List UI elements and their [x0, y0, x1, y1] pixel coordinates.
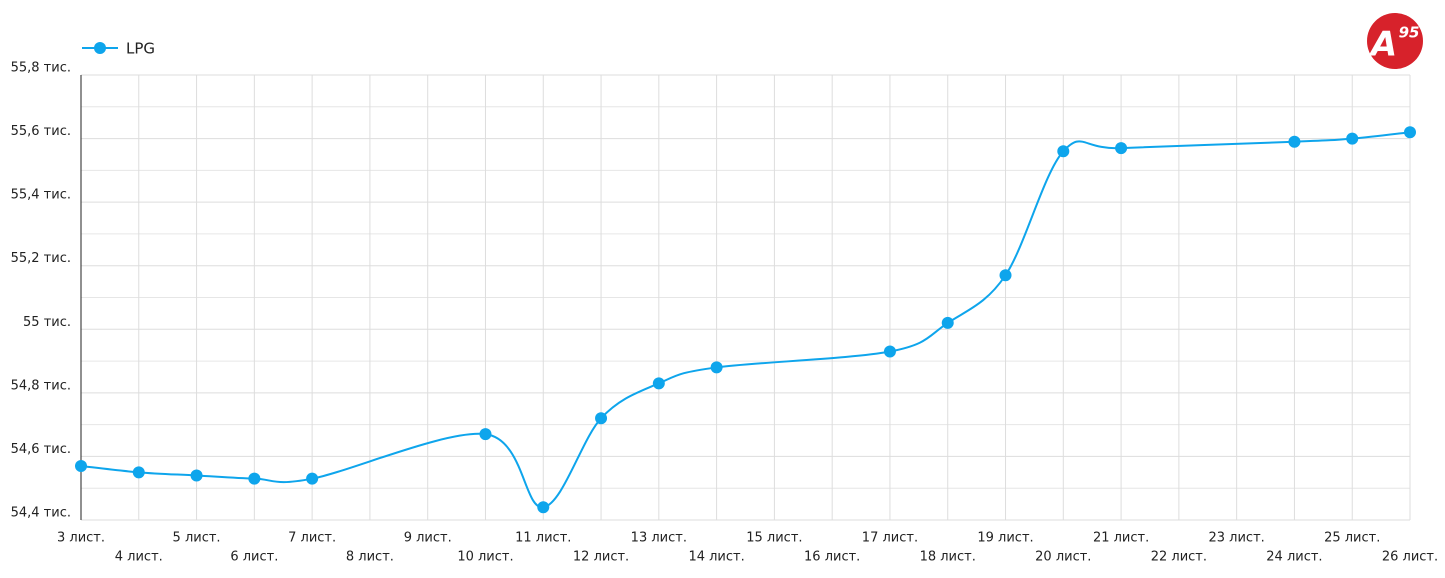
- x-tick-label: 23 лист.: [1209, 531, 1265, 546]
- data-point: [248, 472, 261, 485]
- x-tick-label: 16 лист.: [804, 550, 860, 565]
- data-point: [883, 345, 896, 358]
- data-point: [479, 428, 492, 441]
- y-tick-label: 55 тис.: [23, 315, 71, 330]
- data-point: [306, 472, 319, 485]
- y-tick-label: 55,6 тис.: [11, 124, 71, 139]
- x-tick-label: 22 лист.: [1151, 550, 1207, 565]
- logo-circle: [1367, 13, 1423, 69]
- x-tick-label: 17 лист.: [862, 531, 918, 546]
- logo: A 95: [1367, 13, 1423, 69]
- x-tick-label: 7 лист.: [288, 531, 336, 546]
- data-point: [132, 466, 145, 479]
- data-point: [652, 377, 665, 390]
- x-tick-label: 21 лист.: [1093, 531, 1149, 546]
- x-tick-label: 14 лист.: [688, 550, 744, 565]
- legend-marker: [94, 42, 106, 54]
- x-tick-label: 3 лист.: [57, 531, 105, 546]
- y-tick-label: 54,4 тис.: [11, 506, 71, 521]
- data-point: [537, 501, 550, 514]
- x-tick-label: 5 лист.: [173, 531, 221, 546]
- data-point: [75, 459, 87, 472]
- data-point: [1115, 142, 1128, 155]
- x-tick-label: 13 лист.: [631, 531, 687, 546]
- x-tick-label: 18 лист.: [920, 550, 976, 565]
- x-tick-label: 9 лист.: [404, 531, 452, 546]
- data-point: [1288, 135, 1301, 148]
- x-tick-label: 12 лист.: [573, 550, 629, 565]
- x-tick-label: 10 лист.: [457, 550, 513, 565]
- data-point: [710, 361, 723, 374]
- logo-number: 95: [1399, 24, 1420, 42]
- data-point: [1057, 145, 1070, 158]
- data-point: [190, 469, 203, 482]
- x-tick-label: 24 лист.: [1266, 550, 1322, 565]
- data-point: [999, 269, 1012, 282]
- data-point: [595, 412, 608, 425]
- x-tick-label: 26 лист.: [1382, 550, 1438, 565]
- series-line: [80, 131, 1411, 509]
- data-point: [1346, 132, 1359, 145]
- x-tick-label: 15 лист.: [746, 531, 802, 546]
- x-tick-label: 11 лист.: [515, 531, 571, 546]
- y-tick-label: 55,2 тис.: [11, 251, 71, 266]
- x-tick-label: 8 лист.: [346, 550, 394, 565]
- legend-label: LPG: [126, 40, 155, 58]
- logo-letter: A: [1368, 25, 1397, 65]
- x-tick-label: 25 лист.: [1324, 531, 1380, 546]
- x-tick-label: 19 лист.: [977, 531, 1033, 546]
- x-tick-label: 6 лист.: [230, 550, 278, 565]
- y-tick-label: 54,6 тис.: [11, 442, 71, 457]
- data-point: [941, 316, 954, 329]
- y-tick-label: 55,8 тис.: [11, 61, 71, 76]
- y-tick-label: 55,4 тис.: [11, 188, 71, 203]
- x-tick-label: 4 лист.: [115, 550, 163, 565]
- data-point: [1404, 126, 1416, 139]
- x-tick-label: 20 лист.: [1035, 550, 1091, 565]
- y-tick-label: 54,8 тис.: [11, 378, 71, 393]
